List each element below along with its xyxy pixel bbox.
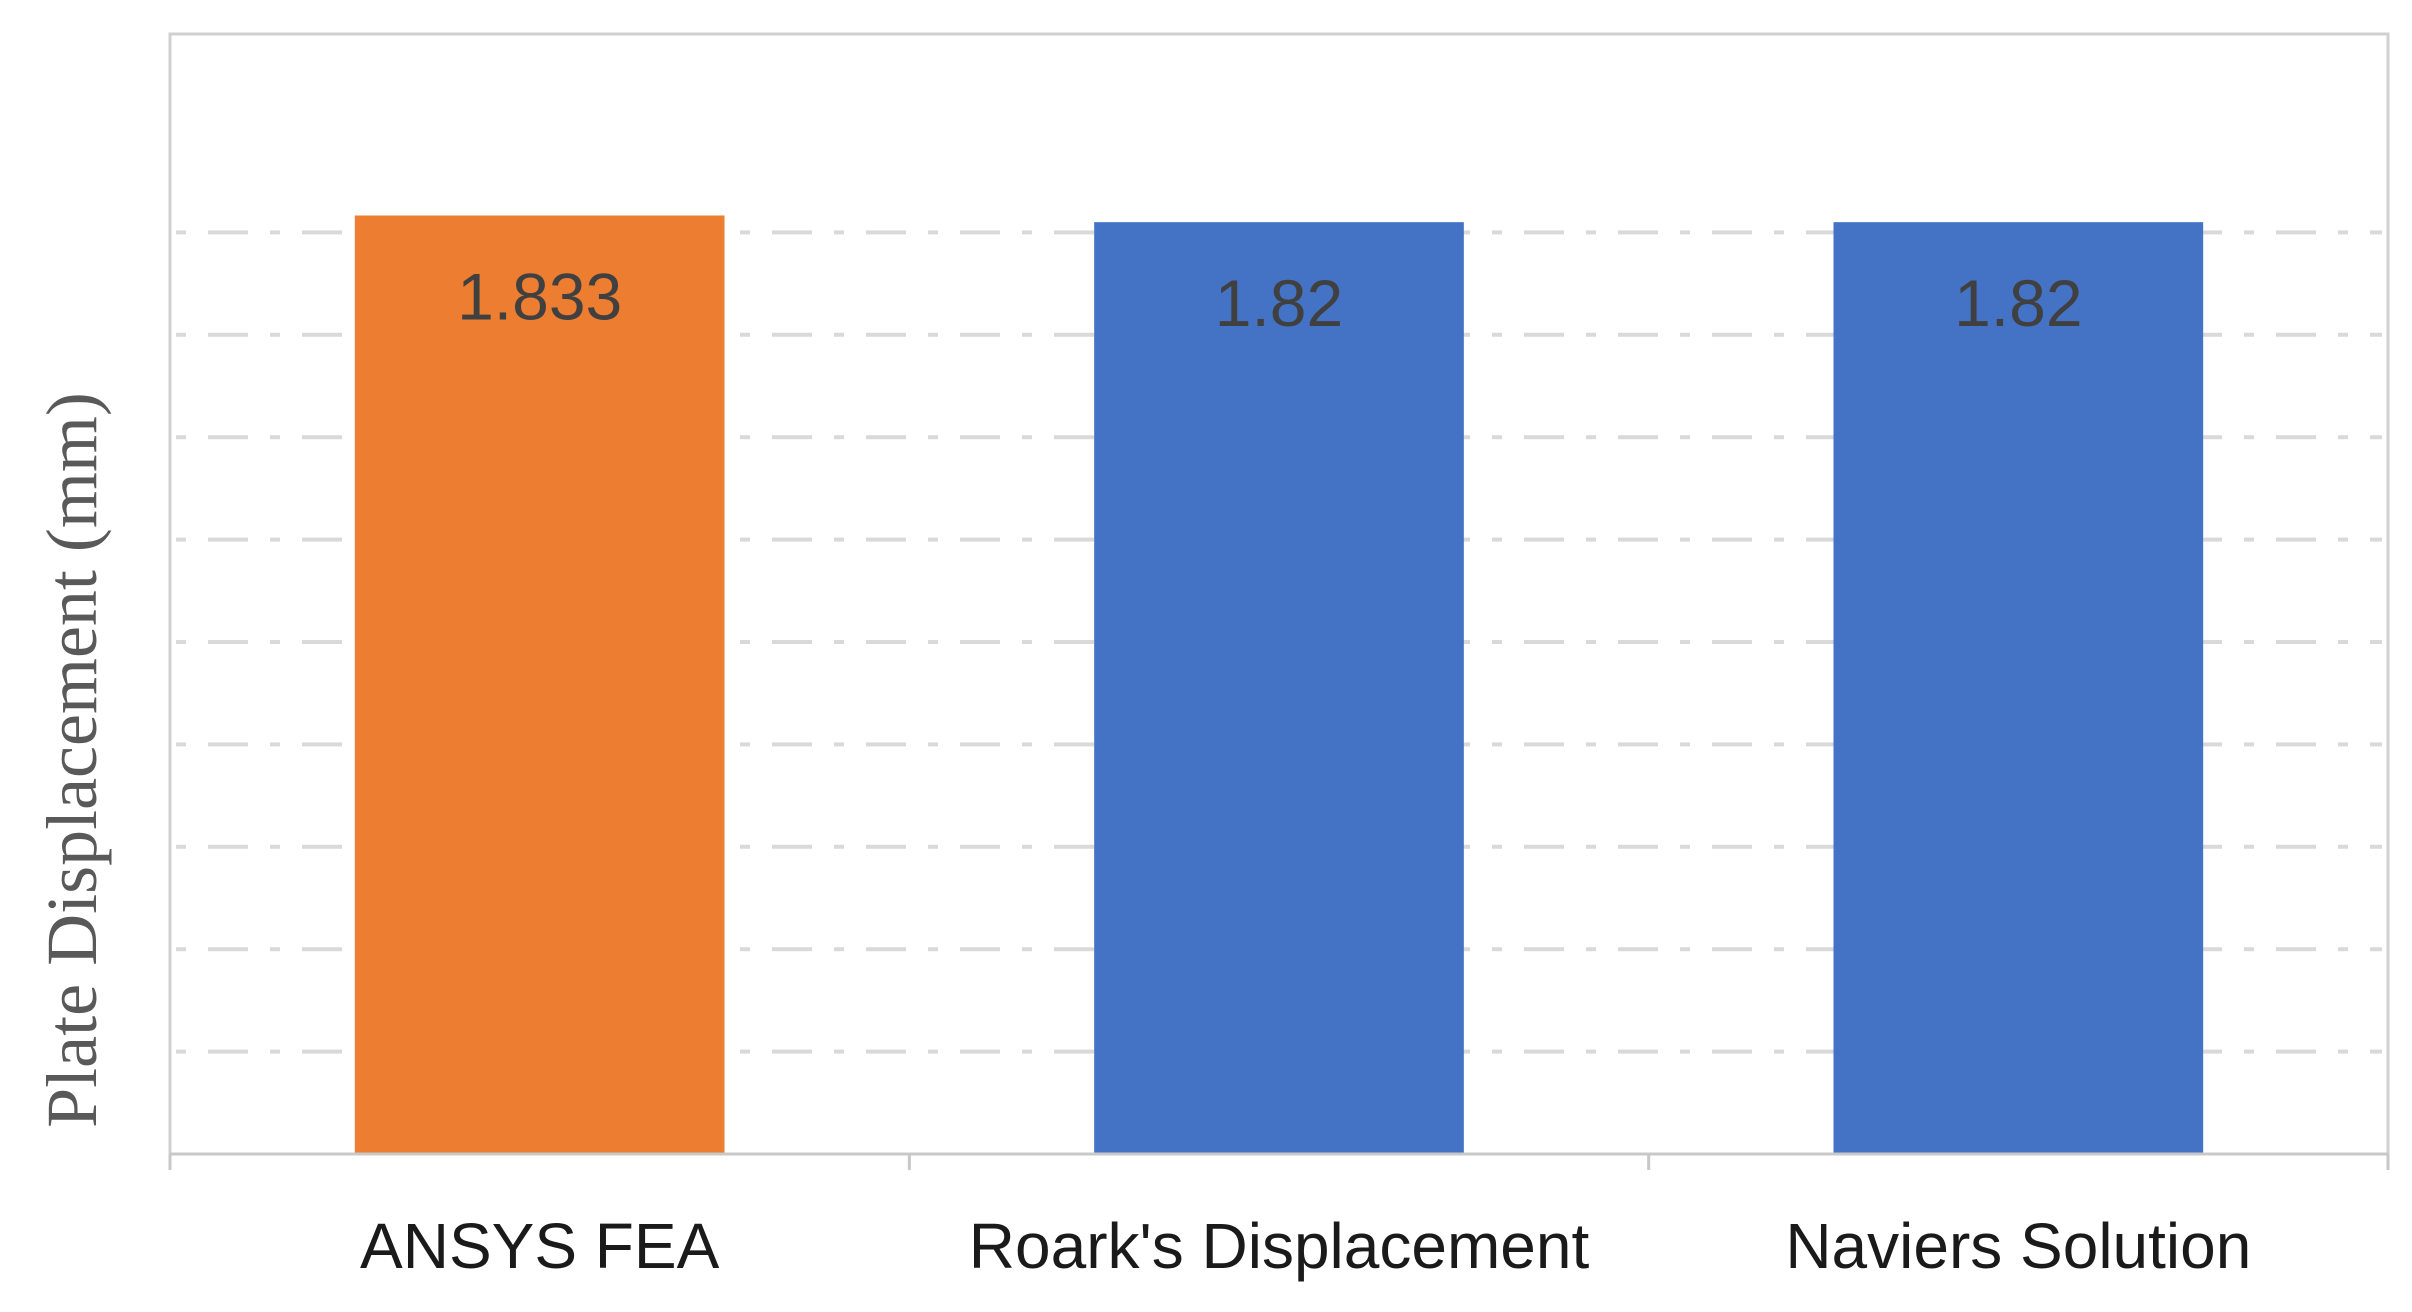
y-axis-label: Plate Displacement (mm) [32, 392, 112, 1128]
bar [1833, 222, 2204, 1154]
bars [354, 215, 2204, 1154]
x-tick-label: ANSYS FEA [360, 1210, 720, 1282]
x-tick-label: Naviers Solution [1785, 1210, 2251, 1282]
data-label: 1.82 [1215, 266, 1343, 340]
data-label: 1.833 [457, 260, 622, 334]
data-labels: 1.833 1.82 1.82 [457, 260, 2082, 341]
data-label: 1.82 [1954, 266, 2082, 340]
x-axis-ticks [168, 1154, 2390, 1170]
bar [354, 215, 725, 1154]
x-tick-label: Roark's Displacement [969, 1210, 1590, 1282]
bar [1094, 222, 1464, 1154]
x-axis-tick-labels: ANSYS FEA Roark's Displacement Naviers Sol… [360, 1210, 2251, 1282]
